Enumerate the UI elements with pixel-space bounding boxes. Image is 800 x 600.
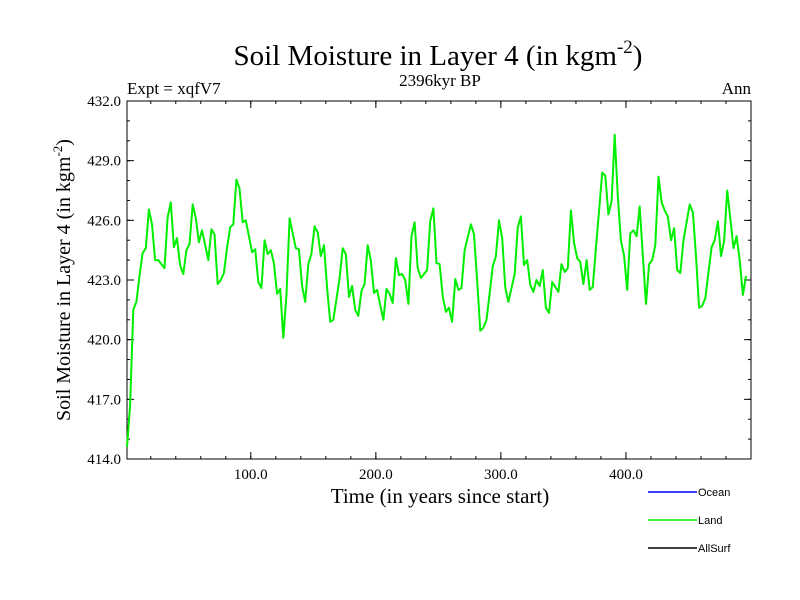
x-tick-label: 100.0 — [234, 467, 268, 483]
y-tick-label: 423.0 — [87, 273, 121, 289]
experiment-label: Expt = xqfV7 — [127, 79, 221, 98]
x-tick-label: 200.0 — [359, 467, 393, 483]
x-tick-label: 300.0 — [484, 467, 518, 483]
plot-area: 414.0 417.0 420.0 423.0 426.0 429.0 432.0 100.… — [87, 94, 752, 483]
series-layer — [126, 133, 747, 448]
y-axis-label: Soil Moisture in Layer 4 (in kgm-2) — [50, 139, 75, 421]
y-tick-label: 432.0 — [87, 94, 121, 110]
chart-subtitle: 2396kyr BP — [399, 71, 481, 90]
x-axis: 100.0 200.0 300.0 400.0 — [150, 101, 752, 483]
y-tick-label: 426.0 — [87, 213, 121, 229]
season-label: Ann — [722, 79, 752, 98]
chart-title: Soil Moisture in Layer 4 (in kgm-2) — [234, 37, 643, 72]
legend: Ocean Land AllSurf — [648, 487, 731, 555]
y-tick-label: 414.0 — [87, 452, 121, 468]
x-axis-label: Time (in years since start) — [331, 484, 550, 508]
legend-label-land: Land — [698, 515, 722, 527]
y-tick-label: 417.0 — [87, 392, 121, 408]
series-line-land — [126, 133, 747, 448]
y-tick-label: 429.0 — [87, 154, 121, 170]
y-axis: 414.0 417.0 420.0 423.0 426.0 429.0 432.0 — [87, 94, 751, 468]
legend-label-allsurf: AllSurf — [698, 543, 731, 555]
legend-label-ocean: Ocean — [698, 487, 730, 499]
x-tick-label: 400.0 — [609, 467, 643, 483]
y-tick-label: 420.0 — [87, 333, 121, 349]
